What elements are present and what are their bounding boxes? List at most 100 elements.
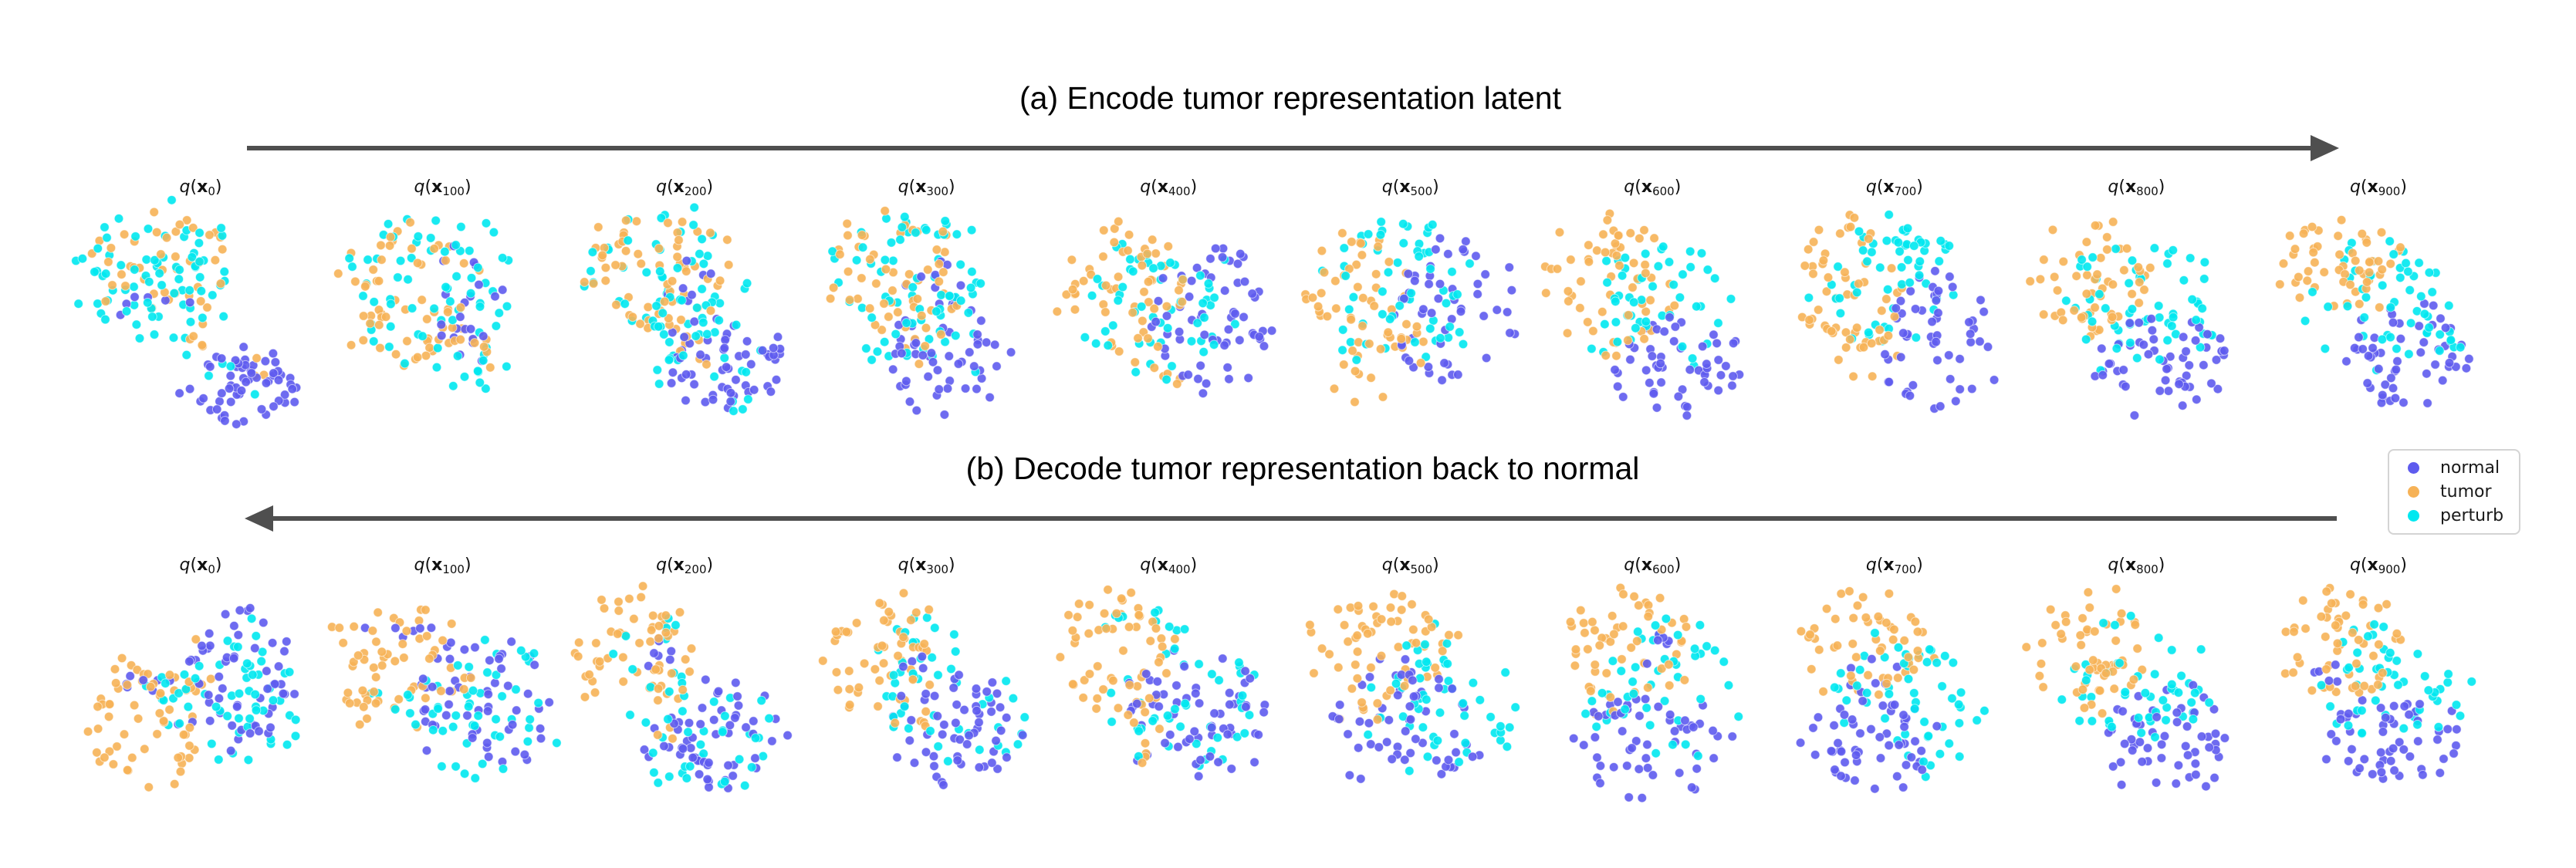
- data-point-tumor: [455, 302, 465, 312]
- data-point-perturb: [100, 269, 111, 279]
- data-point-perturb: [1909, 704, 1920, 714]
- data-point-perturb: [2186, 697, 2197, 708]
- data-point-normal: [728, 771, 739, 781]
- panel-label-b-900: q(x900): [2349, 556, 2407, 576]
- data-point-perturb: [1918, 756, 1929, 767]
- data-point-normal: [891, 752, 902, 762]
- data-point-normal: [928, 761, 939, 772]
- data-point-perturb: [472, 366, 483, 377]
- data-point-perturb: [168, 333, 179, 343]
- data-point-normal: [1713, 355, 1724, 365]
- data-point-perturb: [250, 389, 260, 400]
- data-point-perturb: [1442, 659, 1452, 669]
- data-point-perturb: [1954, 718, 1965, 728]
- data-point-perturb: [2378, 622, 2388, 632]
- data-point-normal: [1673, 391, 1684, 402]
- data-point-normal: [982, 687, 992, 697]
- data-point-perturb: [432, 704, 443, 714]
- data-point-normal: [649, 648, 659, 658]
- data-point-tumor: [1875, 646, 1885, 656]
- data-point-perturb: [691, 331, 701, 341]
- data-point-perturb: [1664, 257, 1675, 267]
- data-point-tumor: [191, 634, 201, 644]
- data-point-perturb: [143, 224, 154, 234]
- data-point-tumor: [1113, 272, 1124, 282]
- data-point-normal: [214, 671, 225, 682]
- data-point-tumor: [629, 613, 639, 624]
- data-point-tumor: [1586, 686, 1596, 696]
- data-point-tumor: [122, 680, 133, 690]
- data-point-perturb: [974, 745, 985, 755]
- data-point-normal: [2347, 744, 2357, 755]
- legend-label-perturb: perturb: [2440, 505, 2504, 525]
- data-point-normal: [1964, 317, 1974, 327]
- data-point-perturb: [2377, 334, 2388, 345]
- data-point-perturb: [2188, 714, 2199, 724]
- data-point-normal: [1225, 687, 1235, 698]
- data-point-perturb: [2451, 700, 2462, 710]
- data-point-tumor: [334, 623, 344, 633]
- data-point-normal: [942, 383, 952, 393]
- data-point-normal: [529, 660, 539, 670]
- data-point-perturb: [2191, 315, 2202, 325]
- data-point-normal: [1194, 771, 1204, 782]
- data-point-perturb: [2466, 677, 2477, 687]
- data-point-perturb: [1956, 687, 1966, 697]
- data-point-tumor: [852, 293, 863, 304]
- data-point-perturb: [204, 370, 214, 381]
- data-point-tumor: [1117, 593, 1127, 604]
- data-point-normal: [898, 661, 908, 672]
- data-point-normal: [2399, 701, 2410, 711]
- data-point-normal: [992, 688, 1002, 699]
- data-point-perturb: [940, 216, 950, 226]
- data-point-perturb: [395, 255, 405, 266]
- data-point-tumor: [358, 311, 368, 321]
- data-point-tumor: [2350, 255, 2361, 266]
- data-point-perturb: [1620, 704, 1631, 714]
- data-point-normal: [204, 628, 215, 639]
- data-point-perturb: [2167, 321, 2177, 331]
- data-point-perturb: [2442, 677, 2453, 687]
- data-point-normal: [269, 401, 279, 412]
- data-point-tumor: [1364, 339, 1374, 349]
- data-point-tumor: [1408, 624, 1418, 635]
- data-point-perturb: [532, 697, 543, 708]
- data-point-perturb: [1944, 241, 1954, 251]
- data-point-perturb: [1612, 336, 1623, 347]
- data-point-perturb: [432, 343, 443, 353]
- data-point-normal: [1670, 726, 1680, 736]
- data-point-perturb: [73, 299, 83, 309]
- data-point-perturb: [1406, 288, 1416, 299]
- data-point-tumor: [364, 318, 375, 329]
- data-point-normal: [241, 377, 251, 387]
- data-point-normal: [1209, 708, 1220, 718]
- data-point-tumor: [458, 684, 469, 694]
- data-point-perturb: [932, 670, 943, 681]
- panel-label-b-100: q(x100): [414, 556, 472, 576]
- data-point-normal: [1426, 308, 1437, 318]
- data-point-normal: [2120, 738, 2130, 749]
- data-point-normal: [929, 691, 940, 701]
- data-point-tumor: [1333, 662, 1344, 673]
- data-point-tumor: [1912, 646, 1923, 656]
- data-point-tumor: [1903, 652, 1914, 662]
- data-point-tumor: [171, 252, 181, 262]
- data-point-tumor: [1178, 275, 1188, 285]
- data-point-perturb: [1713, 318, 1724, 328]
- data-point-tumor: [1338, 360, 1349, 370]
- data-point-tumor: [2392, 628, 2402, 639]
- data-point-perturb: [1602, 277, 1613, 288]
- data-point-tumor: [2354, 265, 2365, 275]
- data-point-normal: [1901, 760, 1912, 770]
- data-point-tumor: [361, 714, 372, 724]
- data-point-tumor: [1570, 644, 1581, 654]
- data-point-tumor: [1170, 633, 1180, 644]
- data-point-normal: [1364, 672, 1375, 682]
- data-point-perturb: [908, 282, 918, 292]
- data-point-tumor: [1108, 675, 1118, 686]
- data-point-normal: [665, 654, 675, 665]
- data-point-perturb: [495, 731, 505, 742]
- data-point-normal: [225, 370, 236, 381]
- data-point-perturb: [899, 211, 910, 222]
- data-point-perturb: [93, 243, 103, 254]
